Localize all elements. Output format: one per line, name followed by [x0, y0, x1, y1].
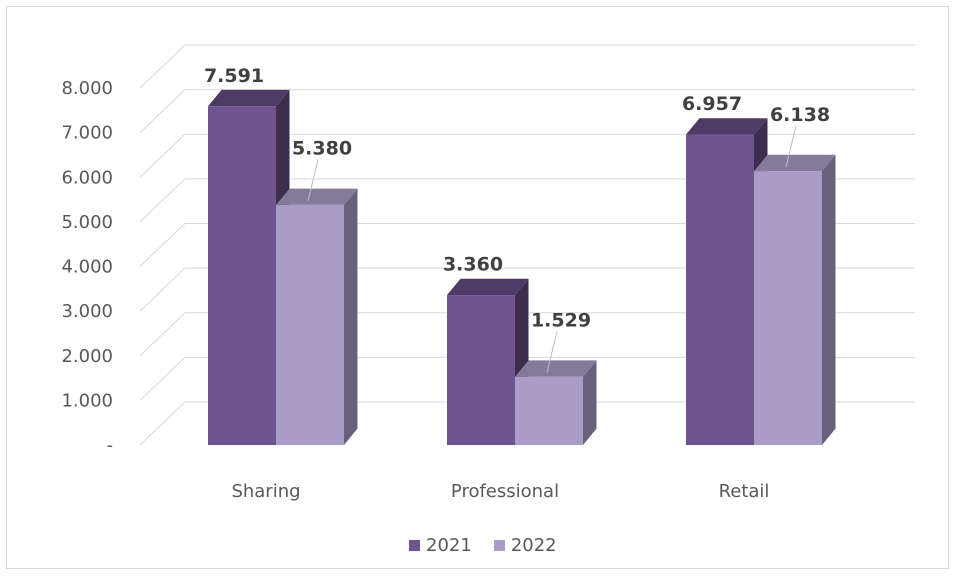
y-tick-label: 6.000: [61, 167, 113, 188]
legend-label-2021: 2021: [426, 535, 472, 556]
bar-sharing-2022: [276, 188, 358, 445]
bar-retail-2021: [686, 118, 768, 446]
data-labels: 7.591 5.380 3.360 1.529 6.957 6.138: [204, 65, 830, 373]
y-axis-ticks: - 1.000 2.000 3.000 4.000 5.000 6.000 7.000 8.00…: [61, 78, 113, 456]
legend: 2021 2022: [409, 535, 557, 556]
y-tick-label: 5.000: [61, 212, 113, 233]
data-label-sharing-2021: 7.591: [204, 65, 264, 87]
data-label-professional-2022: 1.529: [531, 309, 591, 331]
data-label-retail-2022: 6.138: [770, 104, 830, 126]
data-label-retail-2021: 6.957: [682, 93, 742, 115]
y-tick-label: 1.000: [61, 390, 113, 411]
category-label-sharing: Sharing: [231, 481, 300, 502]
y-tick-label: 4.000: [61, 257, 113, 278]
legend-item-2021: 2021: [409, 535, 472, 556]
leader-line: [785, 125, 797, 168]
y-tick-label: -: [107, 435, 114, 456]
bar-professional-2022: [515, 360, 597, 445]
gridline: [139, 133, 915, 178]
legend-swatch-2022: [493, 540, 505, 551]
category-labels: Sharing Professional Retail: [231, 481, 769, 502]
data-label-professional-2021: 3.360: [443, 254, 503, 276]
leader-line: [307, 159, 319, 202]
gridline: [139, 44, 915, 89]
legend-item-2022: 2022: [493, 535, 557, 556]
legend-label-2022: 2022: [510, 535, 557, 556]
category-label-retail: Retail: [719, 481, 770, 502]
bars: [208, 89, 836, 446]
bar-sharing-2021: [208, 89, 290, 446]
data-label-sharing-2022: 5.380: [292, 138, 352, 160]
bar-retail-2022: [754, 154, 836, 446]
y-tick-label: 8.000: [61, 78, 113, 99]
y-tick-label: 7.000: [61, 123, 113, 144]
y-tick-label: 3.000: [61, 301, 113, 322]
leader-line: [546, 331, 558, 373]
category-label-professional: Professional: [451, 481, 559, 502]
y-tick-label: 2.000: [61, 346, 113, 367]
gridline: [139, 89, 915, 133]
legend-swatch-2021: [409, 540, 420, 551]
